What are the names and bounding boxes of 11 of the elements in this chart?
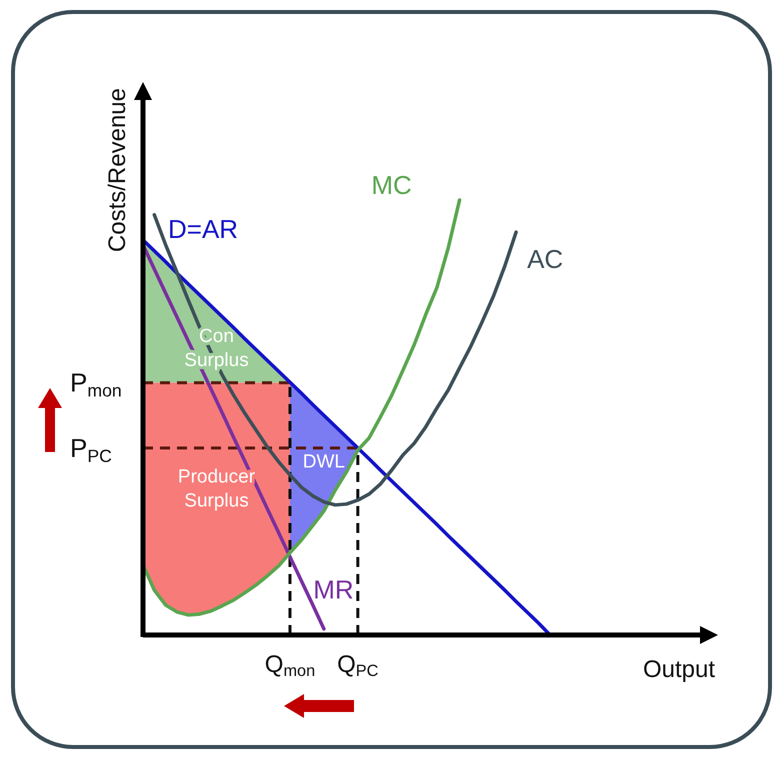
x-tick-label: Q$_{PC}$ (337, 651, 379, 680)
series-label: D=AR (168, 214, 238, 244)
ref-line-label: P$_{PC}$ (70, 432, 112, 466)
ref-line-label: P$_{mon}$ (70, 368, 122, 401)
annotation: DWL (302, 452, 346, 473)
series-label: MC (371, 170, 412, 200)
x-tick-label: Q$_{mon}$ (264, 651, 316, 680)
x-axis-title: Output (642, 656, 716, 683)
series-label: MR (313, 574, 354, 605)
y-axis-title: Costs/Revenue (104, 88, 131, 252)
series-label: AC (527, 244, 564, 274)
